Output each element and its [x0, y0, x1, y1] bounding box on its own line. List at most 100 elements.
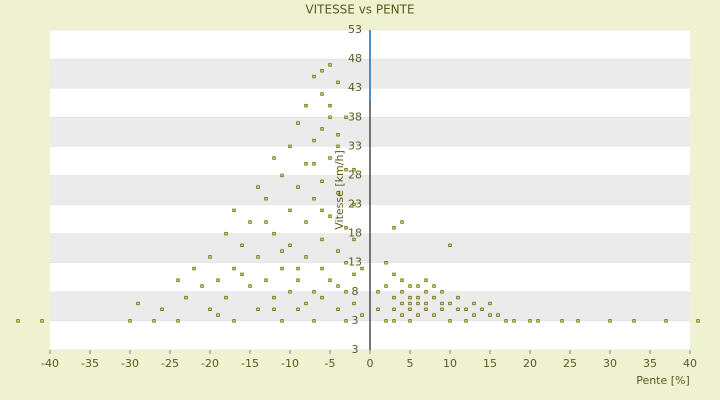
point [272, 295, 276, 300]
x-tick-label: 35 [643, 357, 657, 370]
point [208, 255, 212, 259]
point [352, 202, 356, 207]
point [424, 301, 428, 306]
point [312, 138, 316, 143]
x-tick-label: -40 [41, 357, 59, 370]
point [328, 63, 332, 67]
point [400, 220, 404, 224]
point [160, 307, 164, 311]
point [16, 319, 20, 323]
point [336, 191, 340, 195]
point [400, 301, 404, 306]
point [424, 290, 428, 294]
point [344, 290, 348, 294]
point [336, 133, 340, 137]
point [232, 319, 236, 323]
point [184, 295, 188, 300]
point [264, 220, 268, 224]
point [416, 301, 420, 306]
x-tick-label: -10 [281, 357, 299, 370]
point [432, 295, 436, 300]
point [328, 115, 332, 119]
point [664, 319, 668, 323]
y-tick-label: 43 [348, 81, 362, 94]
point [224, 231, 228, 236]
x-axis-title: Pente [%] [636, 374, 690, 387]
point [152, 319, 156, 323]
point [392, 307, 396, 311]
point [696, 319, 700, 323]
point [304, 220, 308, 224]
point [408, 319, 412, 323]
point [296, 278, 300, 282]
point [40, 319, 44, 323]
point [296, 266, 300, 271]
point [312, 74, 316, 79]
x-tick-label: -15 [241, 357, 259, 370]
point [440, 301, 444, 306]
point [280, 249, 284, 253]
point [288, 144, 292, 149]
point [280, 319, 284, 323]
x-tick-label: 20 [523, 357, 537, 370]
point [216, 313, 220, 317]
x-tick-label: 25 [563, 357, 577, 370]
point [328, 278, 332, 282]
x-tick-label: 0 [367, 357, 374, 370]
point [336, 307, 340, 311]
point [296, 185, 300, 189]
y-tick-label: 13 [348, 256, 362, 269]
point [320, 179, 324, 183]
point [280, 266, 284, 271]
point [384, 319, 388, 323]
point [320, 127, 324, 131]
point [336, 284, 340, 288]
point [304, 301, 308, 306]
point [440, 307, 444, 311]
point [288, 208, 292, 213]
point [504, 319, 508, 323]
point [536, 319, 540, 323]
point [128, 319, 132, 323]
y-axis-title: Vitesse [km/h] [333, 150, 346, 230]
point [192, 266, 196, 271]
point [464, 319, 468, 323]
point [560, 319, 564, 323]
point [240, 243, 244, 247]
point [408, 284, 412, 288]
point [400, 290, 404, 294]
point [208, 307, 212, 311]
point [136, 301, 140, 306]
point [400, 278, 404, 282]
point [480, 307, 484, 311]
point [256, 185, 260, 189]
point [344, 319, 348, 323]
point [176, 319, 180, 323]
point [344, 167, 348, 172]
y-tick-label: 8 [352, 285, 359, 298]
point [408, 301, 412, 306]
point [576, 319, 580, 323]
chart-title: VITESSE vs PENTE [305, 3, 414, 17]
point [200, 284, 204, 288]
point [320, 266, 324, 271]
x-tick-label: -35 [81, 357, 99, 370]
point [296, 121, 300, 125]
point [248, 284, 252, 288]
y-tick-label: 18 [348, 227, 362, 240]
point [304, 162, 308, 166]
x-tick-label: -25 [161, 357, 179, 370]
point [608, 319, 612, 323]
point [272, 231, 276, 236]
point [232, 266, 236, 271]
point [288, 290, 292, 294]
point [312, 290, 316, 294]
point [256, 255, 260, 259]
point [240, 272, 244, 277]
point [320, 237, 324, 242]
point [448, 319, 452, 323]
x-tick-label: -30 [121, 357, 139, 370]
point [288, 243, 292, 247]
point [336, 249, 340, 253]
